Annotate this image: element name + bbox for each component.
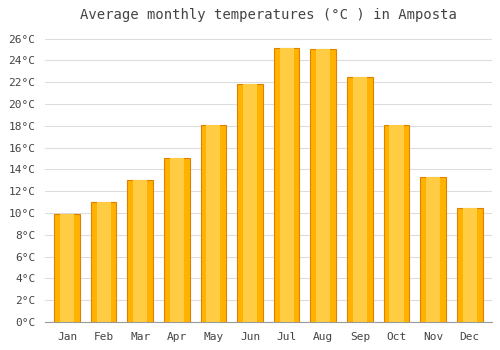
Bar	[310, 49, 336, 322]
Bar	[96, 202, 110, 322]
Bar	[347, 77, 372, 322]
Bar	[170, 159, 184, 322]
Bar	[164, 159, 190, 322]
Bar	[274, 48, 299, 322]
Bar	[316, 49, 330, 322]
Bar	[60, 214, 74, 322]
Title: Average monthly temperatures (°C ) in Amposta: Average monthly temperatures (°C ) in Am…	[80, 8, 457, 22]
Bar	[243, 84, 257, 322]
Bar	[133, 180, 148, 322]
Bar	[280, 48, 293, 322]
Bar	[54, 214, 80, 322]
Bar	[390, 125, 404, 322]
Bar	[91, 202, 116, 322]
Bar	[426, 177, 440, 322]
Bar	[462, 208, 476, 322]
Bar	[457, 208, 482, 322]
Bar	[237, 84, 263, 322]
Bar	[353, 77, 367, 322]
Bar	[200, 125, 226, 322]
Bar	[206, 125, 220, 322]
Bar	[128, 180, 153, 322]
Bar	[420, 177, 446, 322]
Bar	[384, 125, 409, 322]
